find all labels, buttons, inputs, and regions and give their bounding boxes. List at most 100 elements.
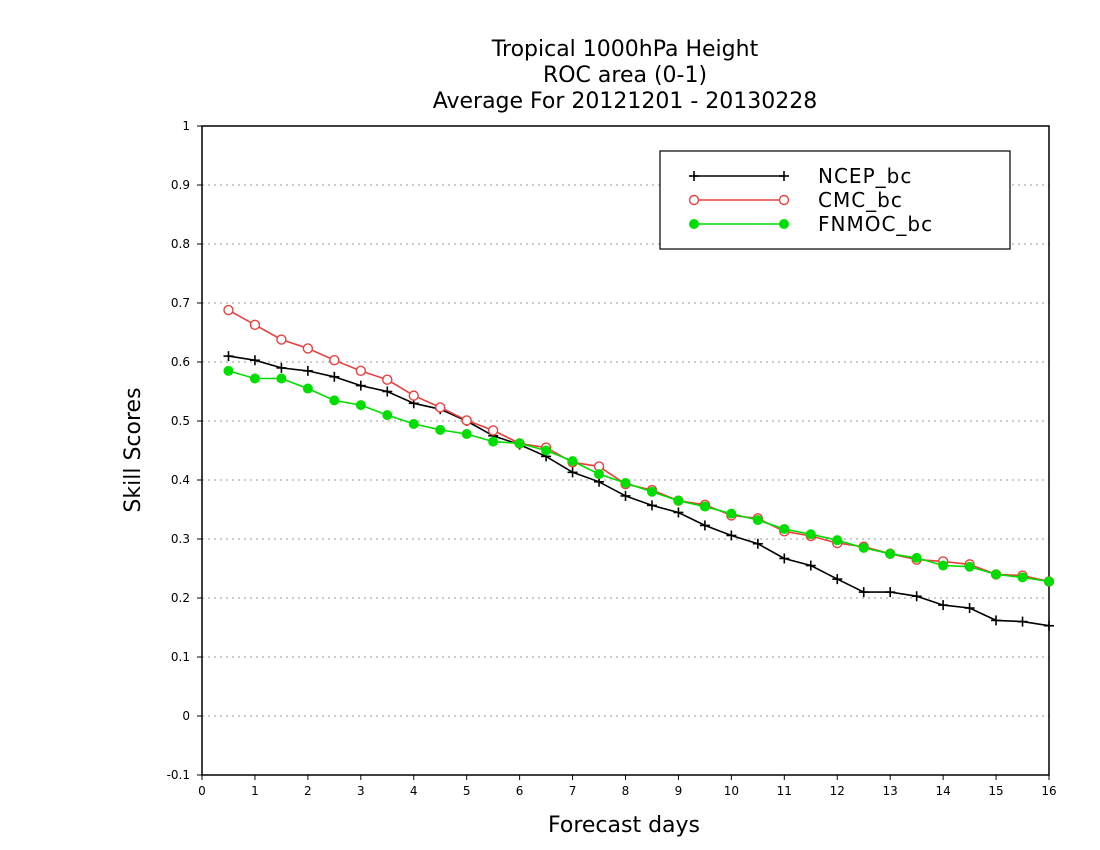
data-point xyxy=(620,490,631,501)
series-line xyxy=(228,355,1050,627)
series-ncep-bc xyxy=(223,351,1054,631)
data-point xyxy=(673,507,684,518)
data-point xyxy=(223,365,234,376)
data-point xyxy=(726,530,737,541)
data-point xyxy=(1017,572,1028,583)
data-point xyxy=(646,486,657,497)
data-point xyxy=(355,365,367,377)
data-point xyxy=(461,415,472,426)
legend-marker xyxy=(688,194,700,206)
data-point xyxy=(382,410,393,421)
data-point xyxy=(594,469,605,480)
x-tick-label: 14 xyxy=(935,784,950,798)
x-tick-label: 12 xyxy=(830,784,845,798)
data-point xyxy=(805,560,816,571)
y-tick-label: 0.2 xyxy=(171,591,190,605)
data-point xyxy=(329,395,340,406)
data-point xyxy=(885,587,896,598)
data-point xyxy=(461,428,472,439)
x-tick-label: 9 xyxy=(675,784,683,798)
data-point xyxy=(858,542,869,553)
data-point xyxy=(964,561,975,572)
data-point xyxy=(620,477,631,488)
chart-subtitle-dates: Average For 20121201 - 20130228 xyxy=(432,89,818,114)
data-point xyxy=(779,523,790,534)
x-tick-label: 7 xyxy=(569,784,577,798)
x-axis-label: Forecast days xyxy=(548,813,700,838)
series-line xyxy=(228,309,1050,583)
data-point xyxy=(223,304,234,316)
data-point xyxy=(938,600,949,611)
y-tick-label: 0.3 xyxy=(171,532,190,546)
data-point xyxy=(726,508,737,519)
x-tick-label: 5 xyxy=(463,784,471,798)
data-point xyxy=(249,319,261,331)
legend-label: NCEP_bc xyxy=(818,164,912,188)
data-point xyxy=(382,386,393,397)
legend-label: FNMOC_bc xyxy=(818,212,933,236)
x-tick-label: 3 xyxy=(357,784,365,798)
data-point xyxy=(435,402,446,413)
legend-marker xyxy=(689,171,699,181)
y-tick-label: 0.7 xyxy=(171,296,190,310)
legend-entry: CMC_bc xyxy=(688,188,903,212)
data-point xyxy=(302,383,313,394)
data-point xyxy=(567,467,578,478)
x-tick-label: 8 xyxy=(622,784,630,798)
y-tick-label: 0.8 xyxy=(171,237,190,251)
data-point xyxy=(699,501,710,512)
data-point xyxy=(752,538,763,549)
data-point xyxy=(355,400,366,411)
data-point xyxy=(302,343,314,354)
data-point xyxy=(752,515,763,526)
data-point xyxy=(488,436,499,447)
x-tick-label: 15 xyxy=(988,784,1003,798)
y-tick-label: 0.1 xyxy=(171,650,190,664)
y-tick-label: 0.6 xyxy=(171,355,190,369)
legend-entry: FNMOC_bc xyxy=(689,212,933,236)
x-tick-label: 0 xyxy=(198,784,206,798)
legend-marker xyxy=(778,194,790,206)
legend-marker xyxy=(779,171,789,181)
data-point xyxy=(964,603,975,614)
legend-entry: NCEP_bc xyxy=(689,164,912,188)
y-tick-label: 0 xyxy=(182,709,190,723)
data-point xyxy=(329,355,340,366)
data-point xyxy=(938,560,949,571)
series-layer xyxy=(223,304,1055,631)
data-point xyxy=(408,390,419,401)
x-tick-label: 10 xyxy=(724,784,739,798)
data-point xyxy=(541,445,552,456)
data-point xyxy=(249,373,260,384)
data-point xyxy=(991,615,1002,626)
y-tick-label: -0.1 xyxy=(167,768,190,782)
x-tick-label: 6 xyxy=(516,784,524,798)
data-point xyxy=(1017,616,1028,627)
data-point xyxy=(302,365,313,376)
data-point xyxy=(991,569,1002,580)
data-point xyxy=(249,355,260,366)
x-tick-label: 1 xyxy=(251,784,259,798)
data-point xyxy=(435,424,446,435)
legend-label: CMC_bc xyxy=(818,188,903,212)
x-tick-label: 11 xyxy=(777,784,792,798)
chart-title: Tropical 1000hPa Height xyxy=(491,37,759,62)
gridlines xyxy=(202,184,1049,717)
data-point xyxy=(382,374,393,385)
data-point xyxy=(408,418,419,429)
data-point xyxy=(329,371,340,382)
data-point xyxy=(487,425,499,436)
data-point xyxy=(276,334,287,345)
x-tick-label: 13 xyxy=(883,784,898,798)
series-cmc-bc xyxy=(223,304,1055,587)
data-point xyxy=(514,438,525,449)
y-tick-label: 0.5 xyxy=(171,414,190,428)
data-point xyxy=(1044,576,1054,587)
y-axis-label: Skill Scores xyxy=(121,387,146,512)
data-point xyxy=(699,520,710,531)
x-tick-label: 2 xyxy=(304,784,312,798)
data-point xyxy=(223,351,234,362)
y-tick-label: 1 xyxy=(182,119,190,133)
